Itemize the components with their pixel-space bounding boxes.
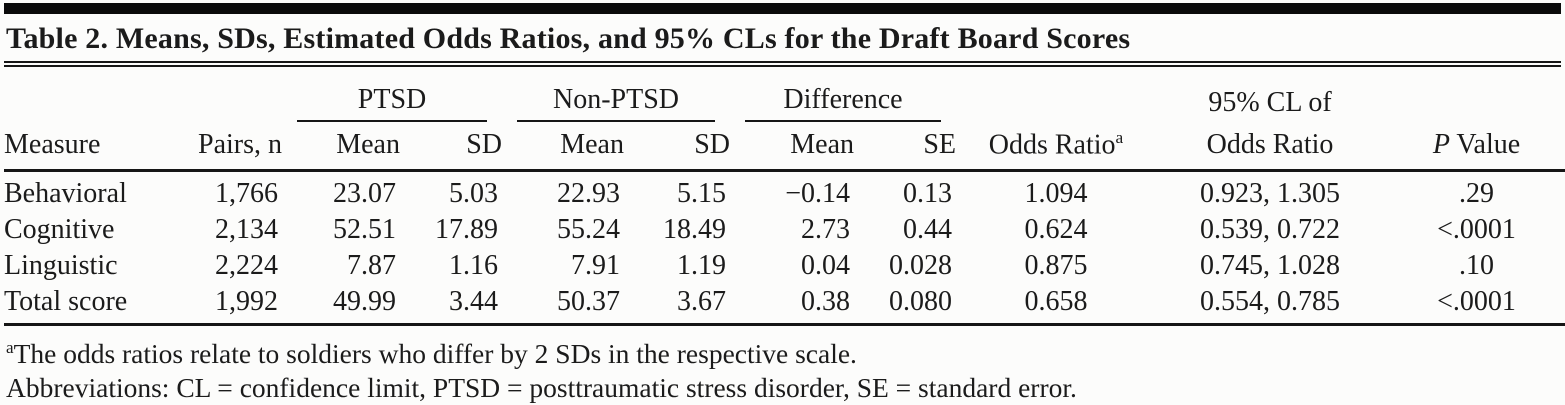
footnote-odds-ratio: aThe odds ratios relate to soldiers who … <box>6 331 1559 371</box>
cell-diff-mean: −0.14 <box>785 178 851 210</box>
footnote-text: Abbreviations: CL = confidence limit, PT… <box>6 372 1077 404</box>
data-table: PTSD Non-PTSD Difference 95% CL of Measu… <box>4 67 1565 327</box>
cell-measure: Behavioral <box>4 178 127 210</box>
cell-odds-ratio: 0.658 <box>956 284 1157 327</box>
cell-pairs: 1,766 <box>215 178 278 210</box>
cell-ptsd-sd: 5.03 <box>449 178 498 210</box>
spacer-cell <box>4 67 170 123</box>
odds-ratio-footnote-marker: a <box>1115 128 1124 147</box>
cell-p-value: <.0001 <box>1437 214 1516 246</box>
cell-pairs: 1,992 <box>170 284 282 327</box>
cell-non-ptsd-mean: 50.37 <box>502 284 624 327</box>
cell-diff-mean: 2.73 <box>801 214 851 246</box>
cell-ptsd-sd: 17.89 <box>435 214 498 246</box>
top-thick-rule <box>4 3 1561 14</box>
odds-ratio-label: Odds Ratio <box>988 129 1116 161</box>
title-divider-rule <box>4 61 1561 67</box>
cell-diff-mean: 0.04 <box>801 250 851 282</box>
column-header-cl-line2: Odds Ratio <box>1156 123 1385 173</box>
cell-non-ptsd-mean: 7.91 <box>571 250 620 282</box>
column-header-difference-se: SE <box>854 123 957 173</box>
cell-p-value: .29 <box>1459 178 1495 210</box>
cell-non-ptsd-sd: 5.15 <box>677 178 727 210</box>
cell-odds-ratio: 1.094 <box>1024 178 1088 210</box>
cell-measure: Cognitive <box>4 214 115 246</box>
cell-ptsd-mean: 49.99 <box>282 284 400 327</box>
cell-odds-ratio: 0.875 <box>1024 250 1088 282</box>
cell-measure: Total score <box>4 284 170 327</box>
column-header-pairs-n: Pairs, n <box>170 123 282 173</box>
cell-odds-ratio: 0.624 <box>1024 214 1088 246</box>
cell-cl: 0.923, 1.305 <box>1200 178 1341 210</box>
cell-p-value: <.0001 <box>1384 284 1565 327</box>
footnote-abbreviations: Abbreviations: CL = confidence limit, PT… <box>6 371 1559 405</box>
cell-ptsd-sd: 3.44 <box>400 284 502 327</box>
cell-cl: 0.745, 1.028 <box>1200 250 1341 282</box>
group-header-difference-label: Difference <box>745 84 942 122</box>
cell-diff-mean: 0.38 <box>730 284 855 327</box>
cell-ptsd-mean: 23.07 <box>333 178 396 210</box>
group-header-ptsd-label: PTSD <box>297 84 487 122</box>
column-header-ptsd-sd: SD <box>400 123 502 173</box>
cell-ptsd-mean: 52.51 <box>333 214 396 246</box>
group-header-non-ptsd: Non-PTSD <box>502 67 730 123</box>
table-row-total-score: Total score 1,992 49.99 3.44 50.37 3.67 … <box>4 284 1565 327</box>
cell-non-ptsd-sd: 18.49 <box>663 214 727 246</box>
p-label-italic: P <box>1432 128 1450 160</box>
table-row-behavioral: Behavioral 1,766 23.07 5.03 22.93 5.15 −… <box>4 171 1565 213</box>
column-header-p-value: P Value <box>1384 123 1565 173</box>
cell-non-ptsd-sd: 3.67 <box>624 284 731 327</box>
cell-diff-se: 0.13 <box>903 178 953 210</box>
column-header-measure: Measure <box>4 123 170 173</box>
table-title: Table 2. Means, SDs, Estimated Odds Rati… <box>6 22 1131 55</box>
cell-pairs: 2,224 <box>215 250 278 282</box>
p-label-rest: Value <box>1449 128 1521 160</box>
group-header-row: PTSD Non-PTSD Difference 95% CL of <box>4 67 1565 123</box>
cell-ptsd-mean: 7.87 <box>347 250 396 282</box>
column-header-non-ptsd-mean: Mean <box>502 123 624 173</box>
column-header-ptsd-mean: Mean <box>282 123 400 173</box>
table-footnotes: aThe odds ratios relate to soldiers who … <box>4 326 1561 405</box>
spacer-cell <box>956 67 1156 123</box>
cell-diff-se: 0.080 <box>854 284 957 327</box>
cell-diff-se: 0.028 <box>889 250 953 282</box>
cell-non-ptsd-sd: 1.19 <box>677 250 727 282</box>
group-header-difference: Difference <box>730 67 956 123</box>
column-header-row: Measure Pairs, n Mean SD Mean SD Mean SE… <box>4 123 1565 173</box>
footnote-marker: a <box>6 338 14 358</box>
table-row-linguistic: Linguistic 2,224 7.87 1.16 7.91 1.19 0.0… <box>4 248 1565 284</box>
cell-non-ptsd-mean: 22.93 <box>557 178 620 210</box>
spacer-cell <box>170 67 282 123</box>
cell-ptsd-sd: 1.16 <box>449 250 498 282</box>
column-header-non-ptsd-sd: SD <box>624 123 731 173</box>
cell-measure: Linguistic <box>4 250 118 282</box>
cell-cl: 0.554, 0.785 <box>1156 284 1385 327</box>
footnote-text: The odds ratios relate to soldiers who d… <box>13 338 857 370</box>
spacer-cell <box>1384 67 1565 123</box>
cell-cl: 0.539, 0.722 <box>1200 214 1341 246</box>
cell-pairs: 2,134 <box>215 214 278 246</box>
column-header-difference-mean: Mean <box>730 123 855 173</box>
column-header-cl-line1: 95% CL of <box>1208 87 1332 118</box>
group-header-non-ptsd-label: Non-PTSD <box>517 84 716 122</box>
cell-p-value: .10 <box>1459 250 1495 282</box>
cell-non-ptsd-mean: 55.24 <box>557 214 620 246</box>
group-header-ptsd: PTSD <box>282 67 502 123</box>
cell-diff-se: 0.44 <box>903 214 953 246</box>
column-header-odds-ratio: Odds Ratioa <box>956 123 1157 173</box>
table-row-cognitive: Cognitive 2,134 52.51 17.89 55.24 18.49 … <box>4 212 1565 248</box>
